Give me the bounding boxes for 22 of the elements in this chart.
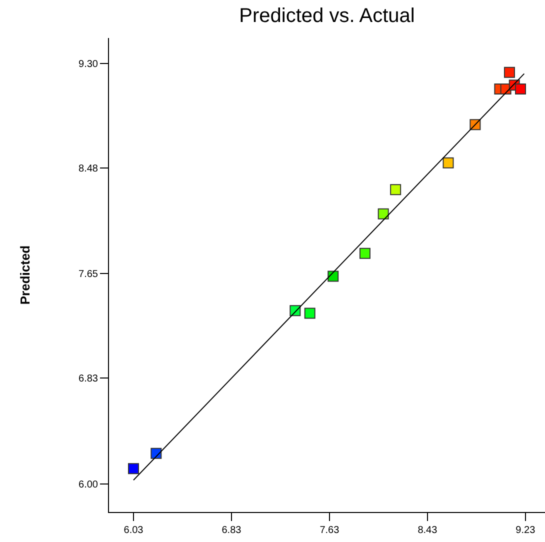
x-tick-label: 6.83 — [222, 525, 242, 536]
point — [328, 270, 339, 282]
y-tick-label: 6.83 — [78, 374, 98, 385]
y-tick-label: 8.48 — [78, 163, 98, 174]
y-tick-label: 7.65 — [78, 269, 98, 280]
point — [150, 448, 162, 459]
y-axis-title: Predicted — [17, 245, 32, 305]
x-tick-label: 9.23 — [516, 525, 536, 536]
chart-title: Predicted vs. Actual — [239, 5, 415, 28]
point — [515, 83, 526, 94]
point — [304, 308, 316, 319]
x-tick-label: 8.43 — [418, 525, 438, 536]
y-tick-label: 9.30 — [78, 58, 98, 70]
point — [378, 208, 389, 220]
x-tick-label: 7.63 — [320, 525, 340, 536]
point — [128, 463, 139, 474]
point — [390, 184, 402, 196]
point — [442, 157, 454, 168]
y-tick-label: 6.00 — [78, 479, 98, 490]
point — [359, 248, 370, 259]
point — [504, 66, 515, 78]
x-tick-label: 6.03 — [124, 525, 144, 536]
